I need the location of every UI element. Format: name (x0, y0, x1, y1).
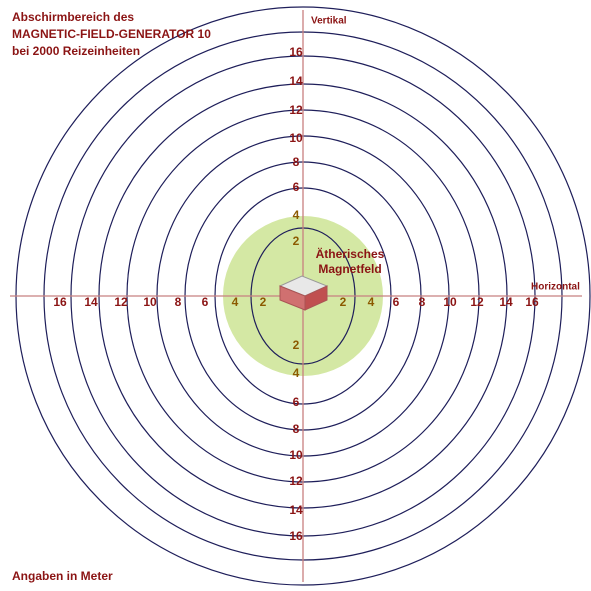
header-line: bei 2000 Reizeinheiten (12, 44, 140, 58)
distance-label: 16 (289, 45, 303, 59)
footer: Angaben in Meter (12, 569, 113, 583)
distance-label: 16 (53, 295, 67, 309)
distance-label: 14 (499, 295, 513, 309)
distance-label: 12 (289, 103, 303, 117)
distance-label: 12 (289, 474, 303, 488)
distance-label: 12 (114, 295, 128, 309)
distance-label: 16 (289, 529, 303, 543)
distance-label: 10 (143, 295, 157, 309)
distance-label: 4 (368, 295, 375, 309)
distance-label: 6 (293, 395, 300, 409)
distance-label: 10 (289, 448, 303, 462)
distance-label: 8 (419, 295, 426, 309)
distance-label: 8 (293, 422, 300, 436)
distance-label: 12 (470, 295, 484, 309)
header-line: MAGNETIC-FIELD-GENERATOR 10 (12, 27, 211, 41)
distance-label: 2 (293, 234, 300, 248)
device (278, 275, 329, 311)
field-label: Ätherisches (316, 246, 385, 261)
distance-label: 4 (232, 295, 239, 309)
distance-label: 6 (202, 295, 209, 309)
field-label: Magnetfeld (318, 262, 381, 276)
distance-label: 10 (443, 295, 457, 309)
header-line: Abschirmbereich des (12, 10, 134, 24)
distance-label: 2 (293, 338, 300, 352)
distance-label: 14 (289, 503, 303, 517)
distance-label: 6 (393, 295, 400, 309)
horizontal-label: Horizontal (531, 282, 580, 293)
distance-label: 8 (175, 295, 182, 309)
distance-label: 14 (84, 295, 98, 309)
distance-label: 6 (293, 180, 300, 194)
distance-label: 10 (289, 131, 303, 145)
vertical-label: Vertikal (311, 16, 347, 27)
distance-label: 2 (340, 295, 347, 309)
distance-label: 16 (525, 295, 539, 309)
distance-labels: 2 2 2 2 4 4 4 4 6 6 6 6 8 8 8 8 10 10 10 10 12 12 12 12 14 14 14 14… (53, 45, 539, 543)
distance-label: 8 (293, 155, 300, 169)
distance-label: 14 (289, 74, 303, 88)
distance-label: 4 (293, 208, 300, 222)
distance-label: 4 (293, 366, 300, 380)
distance-label: 2 (260, 295, 267, 309)
